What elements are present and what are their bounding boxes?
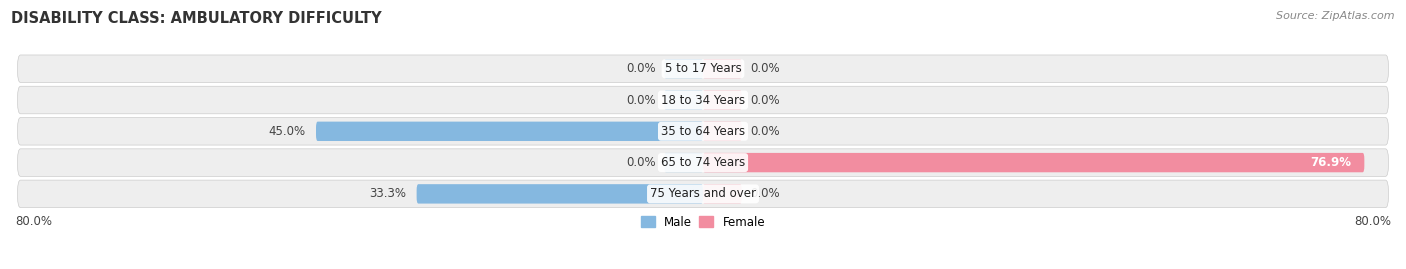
FancyBboxPatch shape: [664, 90, 703, 110]
FancyBboxPatch shape: [664, 153, 703, 172]
Text: 18 to 34 Years: 18 to 34 Years: [661, 94, 745, 107]
FancyBboxPatch shape: [703, 122, 742, 141]
Text: 0.0%: 0.0%: [751, 62, 780, 75]
Text: 80.0%: 80.0%: [1354, 215, 1391, 228]
FancyBboxPatch shape: [18, 180, 1388, 208]
Text: 76.9%: 76.9%: [1310, 156, 1351, 169]
Text: 65 to 74 Years: 65 to 74 Years: [661, 156, 745, 169]
FancyBboxPatch shape: [664, 59, 703, 79]
Text: 5 to 17 Years: 5 to 17 Years: [665, 62, 741, 75]
FancyBboxPatch shape: [316, 122, 703, 141]
Text: 0.0%: 0.0%: [626, 156, 655, 169]
Text: 0.0%: 0.0%: [751, 187, 780, 200]
FancyBboxPatch shape: [703, 184, 742, 204]
FancyBboxPatch shape: [416, 184, 703, 204]
Text: Source: ZipAtlas.com: Source: ZipAtlas.com: [1277, 11, 1395, 21]
Text: 0.0%: 0.0%: [626, 62, 655, 75]
FancyBboxPatch shape: [703, 153, 1364, 172]
Text: 35 to 64 Years: 35 to 64 Years: [661, 125, 745, 138]
FancyBboxPatch shape: [703, 90, 742, 110]
FancyBboxPatch shape: [18, 55, 1388, 83]
Text: 80.0%: 80.0%: [15, 215, 52, 228]
Text: 45.0%: 45.0%: [269, 125, 305, 138]
FancyBboxPatch shape: [18, 118, 1388, 145]
Text: 0.0%: 0.0%: [751, 94, 780, 107]
Text: 0.0%: 0.0%: [626, 94, 655, 107]
Legend: Male, Female: Male, Female: [636, 211, 770, 233]
FancyBboxPatch shape: [18, 149, 1388, 176]
Text: DISABILITY CLASS: AMBULATORY DIFFICULTY: DISABILITY CLASS: AMBULATORY DIFFICULTY: [11, 11, 382, 26]
Text: 75 Years and over: 75 Years and over: [650, 187, 756, 200]
FancyBboxPatch shape: [703, 59, 742, 79]
Text: 33.3%: 33.3%: [370, 187, 406, 200]
Text: 0.0%: 0.0%: [751, 125, 780, 138]
FancyBboxPatch shape: [18, 86, 1388, 114]
